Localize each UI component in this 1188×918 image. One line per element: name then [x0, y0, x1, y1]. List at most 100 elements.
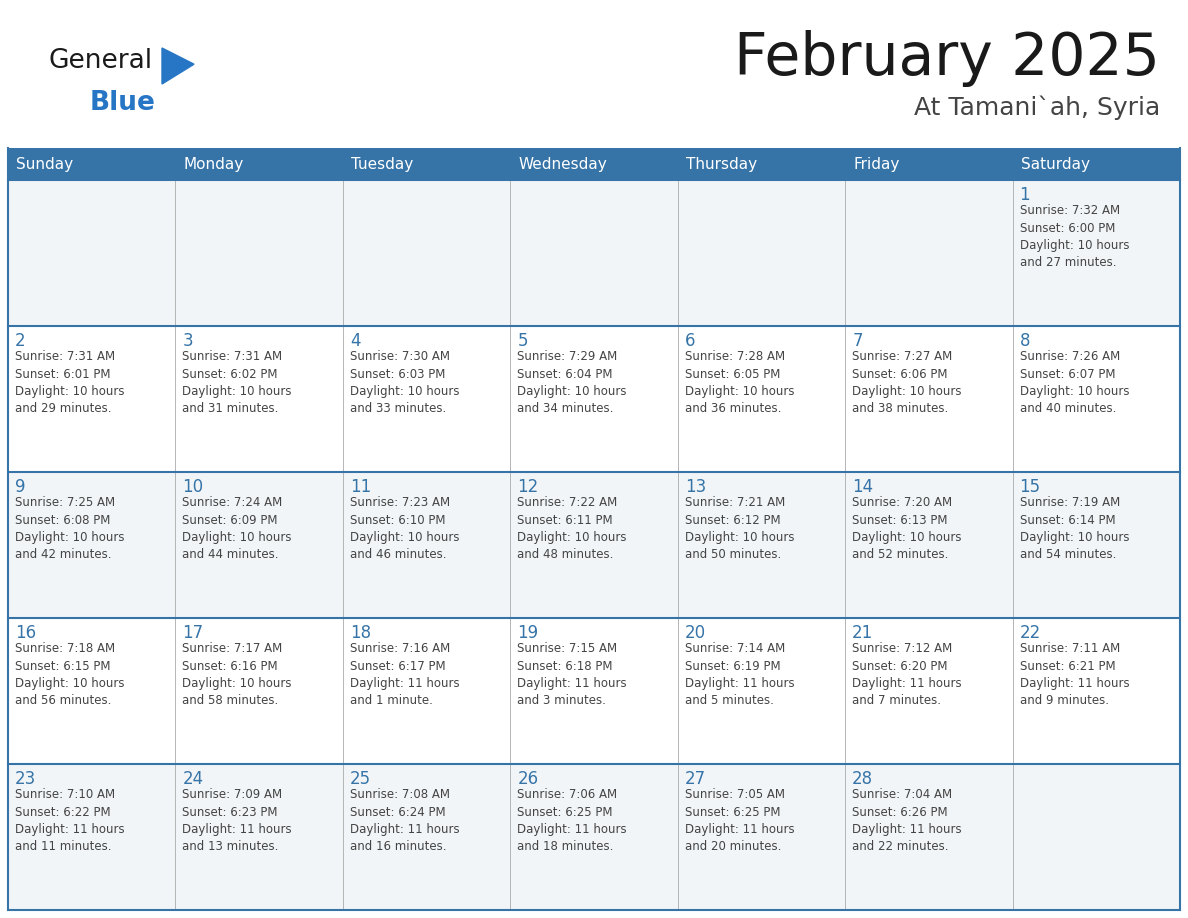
Text: 17: 17 — [183, 624, 203, 642]
Bar — [343, 618, 511, 764]
Text: Sunrise: 7:31 AM
Sunset: 6:01 PM
Daylight: 10 hours
and 29 minutes.: Sunrise: 7:31 AM Sunset: 6:01 PM Dayligh… — [15, 350, 125, 416]
Text: Sunrise: 7:05 AM
Sunset: 6:25 PM
Daylight: 11 hours
and 20 minutes.: Sunrise: 7:05 AM Sunset: 6:25 PM Dayligh… — [684, 788, 795, 854]
Text: 16: 16 — [15, 624, 36, 642]
Bar — [343, 764, 511, 910]
Text: 22: 22 — [1019, 624, 1041, 642]
Text: 14: 14 — [852, 478, 873, 496]
Text: Sunrise: 7:12 AM
Sunset: 6:20 PM
Daylight: 11 hours
and 7 minutes.: Sunrise: 7:12 AM Sunset: 6:20 PM Dayligh… — [852, 642, 962, 708]
Text: Sunrise: 7:18 AM
Sunset: 6:15 PM
Daylight: 10 hours
and 56 minutes.: Sunrise: 7:18 AM Sunset: 6:15 PM Dayligh… — [15, 642, 125, 708]
Text: General: General — [48, 48, 152, 74]
Bar — [1012, 618, 1180, 764]
Text: Saturday: Saturday — [1020, 156, 1089, 172]
Text: 19: 19 — [517, 624, 538, 642]
Bar — [511, 180, 677, 326]
Bar — [8, 180, 176, 326]
Text: Sunrise: 7:32 AM
Sunset: 6:00 PM
Daylight: 10 hours
and 27 minutes.: Sunrise: 7:32 AM Sunset: 6:00 PM Dayligh… — [1019, 204, 1129, 270]
Bar — [511, 472, 677, 618]
Text: Sunrise: 7:22 AM
Sunset: 6:11 PM
Daylight: 10 hours
and 48 minutes.: Sunrise: 7:22 AM Sunset: 6:11 PM Dayligh… — [517, 496, 627, 562]
Text: 23: 23 — [15, 770, 37, 788]
Polygon shape — [162, 48, 194, 84]
Text: Monday: Monday — [183, 156, 244, 172]
Text: Sunrise: 7:10 AM
Sunset: 6:22 PM
Daylight: 11 hours
and 11 minutes.: Sunrise: 7:10 AM Sunset: 6:22 PM Dayligh… — [15, 788, 125, 854]
Text: Sunrise: 7:23 AM
Sunset: 6:10 PM
Daylight: 10 hours
and 46 minutes.: Sunrise: 7:23 AM Sunset: 6:10 PM Dayligh… — [349, 496, 460, 562]
Bar — [677, 618, 845, 764]
Text: 10: 10 — [183, 478, 203, 496]
Text: Sunrise: 7:28 AM
Sunset: 6:05 PM
Daylight: 10 hours
and 36 minutes.: Sunrise: 7:28 AM Sunset: 6:05 PM Dayligh… — [684, 350, 795, 416]
Text: Sunrise: 7:04 AM
Sunset: 6:26 PM
Daylight: 11 hours
and 22 minutes.: Sunrise: 7:04 AM Sunset: 6:26 PM Dayligh… — [852, 788, 962, 854]
Text: Sunrise: 7:08 AM
Sunset: 6:24 PM
Daylight: 11 hours
and 16 minutes.: Sunrise: 7:08 AM Sunset: 6:24 PM Dayligh… — [349, 788, 460, 854]
Text: 5: 5 — [517, 332, 527, 350]
Text: Sunrise: 7:09 AM
Sunset: 6:23 PM
Daylight: 11 hours
and 13 minutes.: Sunrise: 7:09 AM Sunset: 6:23 PM Dayligh… — [183, 788, 292, 854]
Text: Sunrise: 7:29 AM
Sunset: 6:04 PM
Daylight: 10 hours
and 34 minutes.: Sunrise: 7:29 AM Sunset: 6:04 PM Dayligh… — [517, 350, 627, 416]
Bar — [176, 180, 343, 326]
Bar — [343, 472, 511, 618]
Text: 21: 21 — [852, 624, 873, 642]
Bar — [677, 326, 845, 472]
Bar — [176, 764, 343, 910]
Text: 3: 3 — [183, 332, 194, 350]
Text: February 2025: February 2025 — [734, 30, 1159, 87]
Text: Sunrise: 7:27 AM
Sunset: 6:06 PM
Daylight: 10 hours
and 38 minutes.: Sunrise: 7:27 AM Sunset: 6:06 PM Dayligh… — [852, 350, 961, 416]
Bar — [511, 618, 677, 764]
Bar — [1012, 180, 1180, 326]
Text: Friday: Friday — [853, 156, 899, 172]
Text: 18: 18 — [349, 624, 371, 642]
Bar — [845, 180, 1012, 326]
Text: Sunrise: 7:14 AM
Sunset: 6:19 PM
Daylight: 11 hours
and 5 minutes.: Sunrise: 7:14 AM Sunset: 6:19 PM Dayligh… — [684, 642, 795, 708]
Bar — [677, 764, 845, 910]
Bar — [845, 764, 1012, 910]
Text: Sunrise: 7:31 AM
Sunset: 6:02 PM
Daylight: 10 hours
and 31 minutes.: Sunrise: 7:31 AM Sunset: 6:02 PM Dayligh… — [183, 350, 292, 416]
Bar — [176, 618, 343, 764]
Text: 6: 6 — [684, 332, 695, 350]
Text: 7: 7 — [852, 332, 862, 350]
Text: Sunrise: 7:30 AM
Sunset: 6:03 PM
Daylight: 10 hours
and 33 minutes.: Sunrise: 7:30 AM Sunset: 6:03 PM Dayligh… — [349, 350, 460, 416]
Text: 12: 12 — [517, 478, 538, 496]
Bar — [8, 148, 1180, 180]
Text: Thursday: Thursday — [685, 156, 757, 172]
Text: 15: 15 — [1019, 478, 1041, 496]
Bar — [8, 764, 176, 910]
Text: Wednesday: Wednesday — [518, 156, 607, 172]
Text: 8: 8 — [1019, 332, 1030, 350]
Bar — [1012, 326, 1180, 472]
Text: 27: 27 — [684, 770, 706, 788]
Text: 28: 28 — [852, 770, 873, 788]
Text: 4: 4 — [349, 332, 360, 350]
Text: At Tamani`ah, Syria: At Tamani`ah, Syria — [914, 95, 1159, 119]
Text: 2: 2 — [15, 332, 26, 350]
Bar — [845, 326, 1012, 472]
Bar — [1012, 472, 1180, 618]
Bar — [176, 326, 343, 472]
Text: Sunrise: 7:21 AM
Sunset: 6:12 PM
Daylight: 10 hours
and 50 minutes.: Sunrise: 7:21 AM Sunset: 6:12 PM Dayligh… — [684, 496, 795, 562]
Text: 1: 1 — [1019, 186, 1030, 204]
Bar — [511, 764, 677, 910]
Bar — [677, 180, 845, 326]
Bar — [343, 326, 511, 472]
Text: Sunday: Sunday — [15, 156, 74, 172]
Text: Blue: Blue — [90, 90, 156, 116]
Text: Sunrise: 7:15 AM
Sunset: 6:18 PM
Daylight: 11 hours
and 3 minutes.: Sunrise: 7:15 AM Sunset: 6:18 PM Dayligh… — [517, 642, 627, 708]
Text: Sunrise: 7:06 AM
Sunset: 6:25 PM
Daylight: 11 hours
and 18 minutes.: Sunrise: 7:06 AM Sunset: 6:25 PM Dayligh… — [517, 788, 627, 854]
Text: 25: 25 — [349, 770, 371, 788]
Text: Sunrise: 7:16 AM
Sunset: 6:17 PM
Daylight: 11 hours
and 1 minute.: Sunrise: 7:16 AM Sunset: 6:17 PM Dayligh… — [349, 642, 460, 708]
Text: 13: 13 — [684, 478, 706, 496]
Bar — [845, 618, 1012, 764]
Text: Tuesday: Tuesday — [350, 156, 413, 172]
Bar — [677, 472, 845, 618]
Text: Sunrise: 7:20 AM
Sunset: 6:13 PM
Daylight: 10 hours
and 52 minutes.: Sunrise: 7:20 AM Sunset: 6:13 PM Dayligh… — [852, 496, 961, 562]
Text: Sunrise: 7:24 AM
Sunset: 6:09 PM
Daylight: 10 hours
and 44 minutes.: Sunrise: 7:24 AM Sunset: 6:09 PM Dayligh… — [183, 496, 292, 562]
Bar — [176, 472, 343, 618]
Text: Sunrise: 7:26 AM
Sunset: 6:07 PM
Daylight: 10 hours
and 40 minutes.: Sunrise: 7:26 AM Sunset: 6:07 PM Dayligh… — [1019, 350, 1129, 416]
Text: Sunrise: 7:11 AM
Sunset: 6:21 PM
Daylight: 11 hours
and 9 minutes.: Sunrise: 7:11 AM Sunset: 6:21 PM Dayligh… — [1019, 642, 1130, 708]
Bar — [8, 618, 176, 764]
Text: 20: 20 — [684, 624, 706, 642]
Text: 24: 24 — [183, 770, 203, 788]
Bar — [343, 180, 511, 326]
Text: Sunrise: 7:17 AM
Sunset: 6:16 PM
Daylight: 10 hours
and 58 minutes.: Sunrise: 7:17 AM Sunset: 6:16 PM Dayligh… — [183, 642, 292, 708]
Text: 9: 9 — [15, 478, 25, 496]
Bar — [8, 472, 176, 618]
Bar — [511, 326, 677, 472]
Bar — [845, 472, 1012, 618]
Bar — [1012, 764, 1180, 910]
Text: Sunrise: 7:25 AM
Sunset: 6:08 PM
Daylight: 10 hours
and 42 minutes.: Sunrise: 7:25 AM Sunset: 6:08 PM Dayligh… — [15, 496, 125, 562]
